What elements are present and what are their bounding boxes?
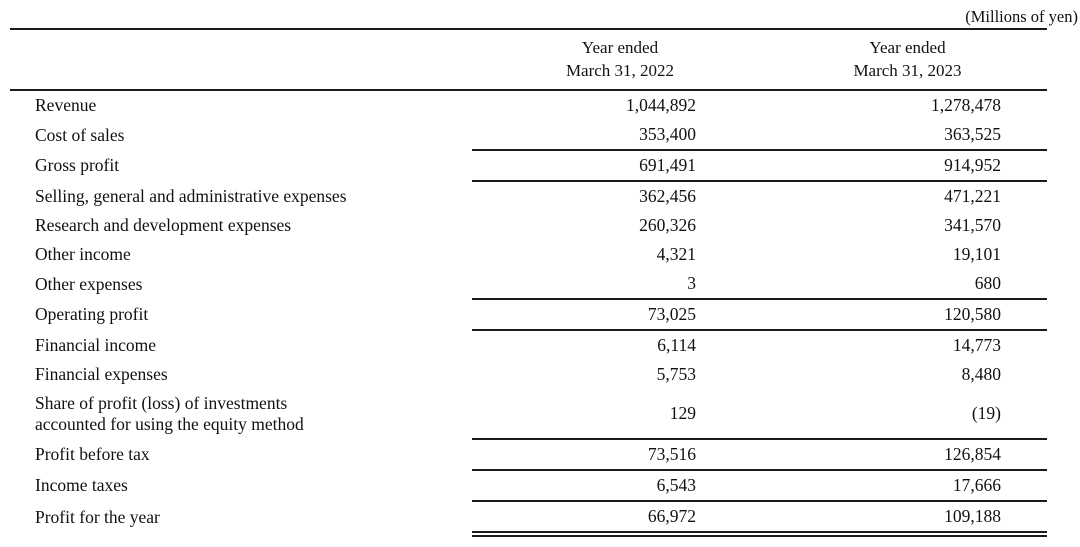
table-row: Income taxes 6,543 17,666: [10, 470, 1047, 502]
value-fy2022: 362,456: [639, 186, 696, 206]
value-fy2023: 914,952: [768, 150, 1047, 182]
value-fy2023: 1,278,478: [931, 95, 1001, 115]
value-fy2022: 3: [472, 269, 768, 300]
row-label-line: Financial expenses: [35, 364, 168, 384]
table-row: Financial income 6,114 14,773: [10, 330, 1047, 360]
table-body: Revenue 1,044,892 1,278,478 Cost of sales 35…: [10, 90, 1047, 537]
value-fy2022: 73,025: [472, 299, 768, 331]
value-fy2022: 66,972: [472, 501, 768, 537]
column-header-line: Year ended: [581, 38, 659, 57]
row-label-line: Research and development expenses: [35, 215, 292, 235]
value-fy2023: 8,480: [961, 364, 1001, 384]
value-fy2022: 129: [472, 389, 768, 440]
value-fy2023: 17,666: [768, 470, 1047, 502]
row-label-line: Revenue: [35, 95, 97, 115]
value-fy2023: 14,773: [952, 335, 1001, 355]
row-label: Profit for the year: [10, 501, 472, 534]
row-label-line: Cost of sales: [35, 124, 125, 145]
table-row: Revenue 1,044,892 1,278,478: [10, 90, 1047, 120]
header-empty-cell: [10, 28, 472, 91]
value-fy2022: 73,516: [472, 439, 768, 471]
value-fy2023: 471,221: [944, 186, 1001, 206]
column-header-fy2022: Year ended March 31, 2022: [472, 28, 768, 91]
table-row: Operating profit 73,025 120,580: [10, 299, 1047, 331]
value-fy2023: 341,570: [944, 215, 1001, 235]
column-header-fy2023: Year ended March 31, 2023: [768, 28, 1047, 91]
row-label-line: accounted for using the equity method: [35, 414, 304, 434]
row-label-line: Gross profit: [35, 155, 120, 175]
value-fy2023: 680: [768, 269, 1047, 300]
column-header-line: Year ended: [869, 38, 946, 57]
row-label: Selling, general and administrative expe…: [10, 181, 472, 211]
row-label-line: Selling, general and administrative expe…: [35, 185, 347, 206]
row-label: Share of profit (loss) of investments acc…: [10, 389, 472, 439]
value-fy2022: 353,400: [472, 120, 768, 151]
table-row: Profit before tax 73,516 126,854: [10, 439, 1047, 471]
value-fy2022: 691,491: [472, 150, 768, 182]
row-label-line: Income taxes: [35, 475, 128, 495]
row-label-line: Other expenses: [35, 273, 143, 294]
value-fy2022: 260,326: [639, 215, 696, 235]
table-row: Selling, general and administrative expe…: [10, 181, 1047, 211]
value-fy2023: 126,854: [768, 439, 1047, 471]
table-row: Other expenses 3 680: [10, 269, 1047, 300]
row-label-line: Other income: [35, 244, 131, 264]
unit-note: (Millions of yen): [965, 7, 1078, 26]
row-label: Financial income: [10, 330, 472, 360]
value-fy2022: 1,044,892: [626, 95, 696, 115]
table-row: Profit for the year 66,972 109,188: [10, 501, 1047, 537]
row-label: Gross profit: [10, 150, 472, 181]
value-fy2022: 6,543: [472, 470, 768, 502]
row-label-line: Operating profit: [35, 304, 149, 324]
row-label: Other income: [10, 240, 472, 269]
table-row: Financial expenses 5,753 8,480: [10, 360, 1047, 389]
value-fy2023: 109,188: [768, 501, 1047, 537]
row-label-line: Profit for the year: [35, 507, 160, 527]
row-label-line: Profit before tax: [35, 444, 150, 464]
value-fy2023: (19): [768, 389, 1047, 440]
value-fy2022: 6,114: [657, 335, 696, 355]
row-label: Other expenses: [10, 269, 472, 299]
header-row: Year ended March 31, 2022 Year ended Mar…: [10, 28, 1047, 91]
income-statement-table: Year ended March 31, 2022 Year ended Mar…: [10, 28, 1047, 537]
row-label: Revenue: [10, 90, 472, 120]
row-label: Income taxes: [10, 470, 472, 501]
row-label-line: Financial income: [35, 334, 157, 355]
row-label-line: Share of profit (loss) of investments: [35, 393, 288, 413]
row-label: Profit before tax: [10, 439, 472, 470]
value-fy2022: 5,753: [656, 364, 696, 384]
value-fy2023: 363,525: [768, 120, 1047, 151]
table-row: Cost of sales 353,400 363,525: [10, 120, 1047, 151]
table-row: Share of profit (loss) of investments acc…: [10, 389, 1047, 440]
column-header-line: March 31, 2022: [565, 61, 675, 80]
value-fy2023: 120,580: [768, 299, 1047, 331]
table-row: Other income 4,321 19,101: [10, 240, 1047, 269]
row-label: Operating profit: [10, 299, 472, 330]
table-row: Gross profit 691,491 914,952: [10, 150, 1047, 182]
column-header-line: March 31, 2023: [853, 61, 962, 80]
value-fy2022: 4,321: [656, 244, 696, 264]
row-label: Cost of sales: [10, 120, 472, 150]
table-row: Research and development expenses 260,326…: [10, 211, 1047, 240]
row-label: Financial expenses: [10, 360, 472, 389]
value-fy2023: 19,101: [952, 244, 1001, 264]
row-label: Research and development expenses: [10, 211, 472, 240]
